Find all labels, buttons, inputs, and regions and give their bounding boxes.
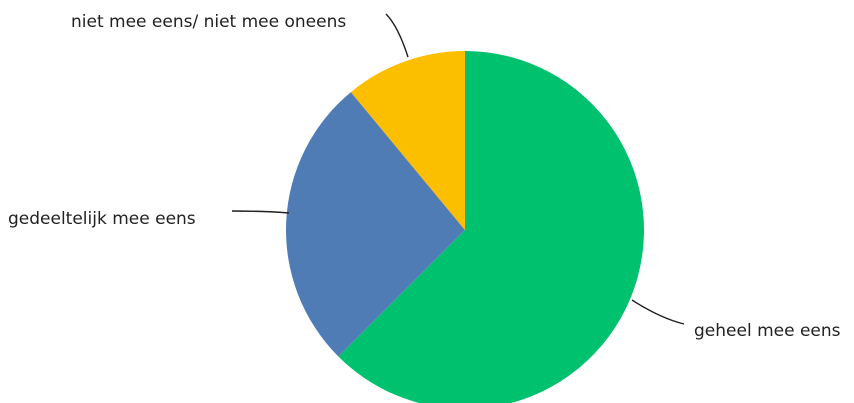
leader-line-gedeeltelijk-mee-eens — [231, 210, 290, 214]
leader-line-geheel-mee-eens — [631, 299, 685, 325]
pie-slice-geheel-mee-eens — [338, 51, 644, 403]
pie-slice-gedeeltelijk-mee-eens — [286, 92, 465, 357]
slice-label-niet-mee-eens: niet mee eens/ niet mee oneens — [71, 12, 346, 32]
pie-slices — [286, 51, 644, 403]
leader-line-niet-mee-eens — [385, 13, 409, 58]
slice-label-gedeeltelijk-mee-eens: gedeeltelijk mee eens — [8, 209, 196, 229]
slice-label-geheel-mee-eens: geheel mee eens — [694, 321, 841, 341]
pie-slice-niet-mee-eens-niet-mee-oneens — [350, 51, 465, 230]
